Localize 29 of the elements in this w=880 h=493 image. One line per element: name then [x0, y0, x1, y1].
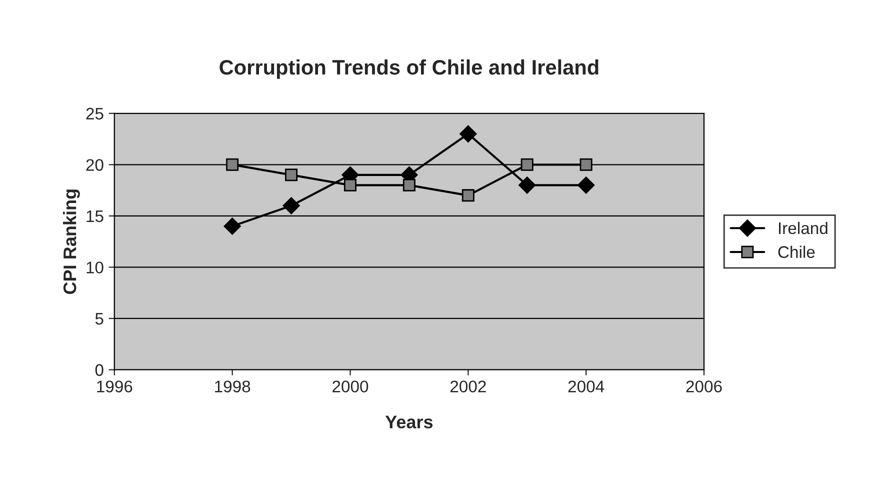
x-axis-title: Years	[385, 416, 433, 428]
y-axis-title: CPI Ranking	[62, 190, 80, 294]
point	[580, 158, 592, 171]
chart-title: Corruption Trends of Chile and Ireland	[220, 59, 598, 79]
point	[460, 125, 477, 142]
legend-label: Chile	[778, 246, 815, 258]
y-tick-label: 15	[86, 210, 104, 222]
x-tick-label: 2002	[450, 380, 486, 392]
point	[344, 178, 356, 192]
y-tick-label: 25	[86, 108, 104, 120]
x-tick-label: 2006	[686, 380, 722, 392]
y-tick-label: 10	[86, 262, 104, 274]
point	[520, 158, 534, 171]
x-tick-label: 1998	[215, 380, 250, 392]
x-tick-label: 1996	[97, 380, 132, 392]
y-tick-label: 5	[95, 313, 104, 325]
x-tick-label: 2000	[332, 380, 368, 392]
point	[285, 168, 298, 182]
point	[402, 178, 416, 192]
point	[518, 176, 536, 194]
point	[578, 176, 595, 194]
point	[462, 189, 474, 202]
x-tick-label: 2004	[568, 380, 604, 392]
y-tick-label: 20	[86, 159, 104, 171]
point	[282, 197, 300, 214]
y-tick-label: 0	[95, 364, 104, 376]
point	[226, 158, 239, 171]
point	[224, 218, 241, 235]
legend-label: Ireland	[779, 222, 828, 234]
